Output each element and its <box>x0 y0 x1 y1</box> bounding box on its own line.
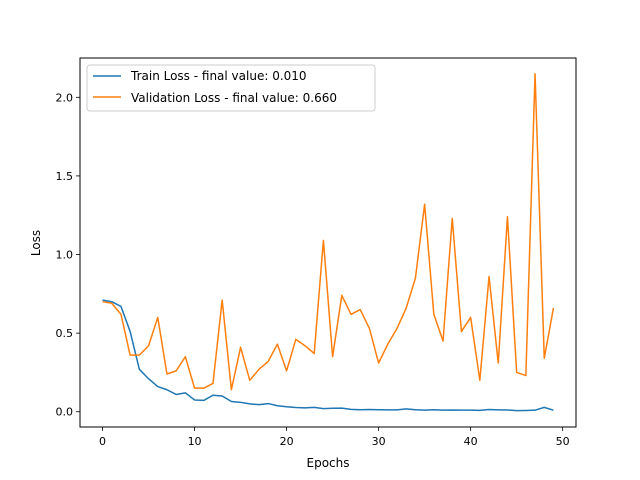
x-axis-label: Epochs <box>307 456 350 470</box>
x-tick-label: 50 <box>556 435 570 448</box>
x-tick-label: 10 <box>188 435 202 448</box>
legend-label-train: Train Loss - final value: 0.010 <box>130 69 307 83</box>
plot-background <box>80 58 576 427</box>
plot-frame <box>79 57 577 428</box>
y-tick-label: 2.0 <box>56 91 74 104</box>
legend: Train Loss - final value: 0.010 Validati… <box>86 64 376 112</box>
y-tick-label: 1.0 <box>56 249 74 262</box>
x-tick-label: 40 <box>464 435 478 448</box>
legend-label-validation: Validation Loss - final value: 0.660 <box>131 91 337 105</box>
train-loss-line <box>102 299 554 412</box>
x-tick-label: 20 <box>280 435 294 448</box>
x-axis-ticks: 0 10 20 30 40 50 <box>99 427 570 448</box>
series-lines <box>102 72 555 412</box>
legend-box <box>86 64 376 112</box>
y-tick-label: 0.5 <box>56 327 74 340</box>
x-tick-label: 30 <box>372 435 386 448</box>
y-axis-ticks: 0.0 0.5 1.0 1.5 2.0 <box>56 91 80 419</box>
x-tick-label: 0 <box>99 435 106 448</box>
y-tick-label: 0.0 <box>56 406 74 419</box>
y-axis-label: Loss <box>29 230 43 256</box>
validation-loss-line <box>102 72 555 391</box>
y-tick-label: 1.5 <box>56 170 74 183</box>
